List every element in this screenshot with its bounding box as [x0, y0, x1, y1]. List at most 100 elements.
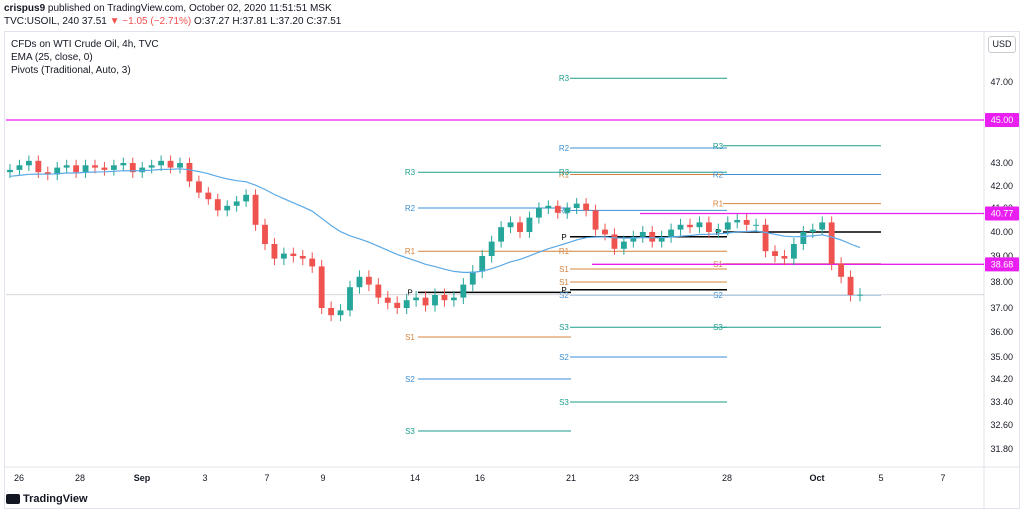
candle-body [734, 220, 741, 223]
candle-body [677, 224, 684, 230]
candle-body [92, 165, 98, 168]
candle-body [602, 229, 608, 235]
pivot-label: S3 [559, 398, 569, 407]
candle-body [356, 276, 363, 288]
ohlc-values: O:37.27 H:37.81 L:37.20 C:37.51 [194, 16, 342, 27]
y-tick-label: 31.80 [990, 444, 1013, 454]
candle-body [252, 194, 259, 225]
candle-body [73, 165, 80, 173]
legend-instrument: CFDs on WTI Crude Oil, 4h, TVC [11, 39, 159, 50]
candle-body [328, 308, 335, 316]
candle-body [186, 163, 193, 182]
chart-legend: CFDs on WTI Crude Oil, 4h, TVC EMA (25, … [11, 38, 159, 77]
pivot-label: R2 [713, 171, 724, 180]
candle-body [620, 241, 627, 249]
x-tick-label: 7 [940, 473, 945, 483]
candle-body [158, 160, 165, 166]
candle-body [715, 229, 722, 232]
x-tick-label: 21 [566, 473, 576, 483]
pivot-label: R2 [405, 204, 416, 213]
candle-body [545, 205, 552, 208]
tradingview-logo-icon [6, 494, 20, 504]
candle-body [290, 253, 297, 256]
level-price-label: 38.68 [991, 259, 1014, 269]
publish-info: crispus9 published on TradingView.com, O… [4, 2, 332, 15]
x-tick-label: 9 [320, 473, 325, 483]
y-tick-label: 42.00 [990, 181, 1013, 191]
candle-body [16, 165, 23, 170]
candle-body [838, 263, 845, 277]
candle-body [488, 241, 495, 256]
pivot-label: S3 [405, 427, 415, 436]
candle-body [7, 169, 13, 173]
level-price-label: 40.77 [991, 209, 1014, 219]
x-tick-label: 16 [475, 473, 485, 483]
candle-body [413, 297, 420, 301]
candle-body [384, 297, 391, 303]
y-tick-label: 47.00 [990, 77, 1013, 87]
candle-body [233, 201, 240, 206]
x-tick-label: 26 [14, 473, 24, 483]
candle-body [139, 167, 146, 173]
tradingview-logo-text: TradingView [23, 493, 88, 505]
currency-button[interactable]: USD [988, 36, 1016, 53]
candle-body [630, 236, 637, 242]
candle-body [337, 310, 344, 316]
candle-body [280, 253, 287, 259]
legend-pivots: Pivots (Traditional, Auto, 3) [11, 65, 131, 76]
legend-ema: EMA (25, close, 0) [11, 52, 93, 63]
y-tick-label: 33.40 [990, 397, 1013, 407]
y-tick-label: 35.00 [990, 352, 1013, 362]
pivot-label: S2 [713, 291, 723, 300]
candle-body [432, 295, 438, 306]
candle-body [847, 276, 854, 295]
candle-body [110, 165, 117, 170]
y-tick-label: 40.00 [990, 227, 1013, 237]
pivot-label: R1 [713, 200, 724, 209]
y-tick-label: 32.60 [990, 420, 1013, 430]
candle-body [148, 165, 155, 168]
candle-body [25, 160, 32, 166]
level-price-label: 45.00 [991, 115, 1014, 125]
level-price-tag [985, 257, 1019, 272]
published-text: published on TradingView.com, October 02… [47, 3, 332, 14]
pivot-label: S1 [559, 278, 569, 287]
candle-body [479, 256, 486, 272]
candle-body [564, 208, 571, 213]
candle-body [63, 165, 70, 168]
candle-body [554, 205, 561, 213]
candle-body [271, 244, 278, 259]
pivot-label: R3 [559, 74, 570, 83]
candle-body [195, 181, 202, 193]
pivot-label: R3 [559, 168, 570, 177]
candle-body [687, 224, 693, 228]
publisher-name: crispus9 [4, 3, 46, 14]
x-tick-label: 7 [264, 473, 269, 483]
candle-body [517, 222, 523, 232]
candle-body [167, 160, 174, 168]
pivot-label: R1 [405, 247, 416, 256]
candle-body [403, 300, 410, 308]
candle-body [583, 203, 590, 211]
candle-body [309, 258, 316, 267]
last-price: 37.51 [81, 16, 107, 27]
candle-body [639, 232, 646, 237]
tradingview-logo: TradingView [6, 493, 88, 505]
candle-body [214, 199, 221, 211]
candle-body [781, 256, 788, 259]
candle-body [743, 220, 750, 225]
x-tick-label: 28 [75, 473, 85, 483]
candle-body [753, 224, 760, 226]
candle-body [658, 236, 665, 242]
x-tick-label: Sep [134, 473, 151, 483]
x-tick-label: 28 [722, 473, 732, 483]
pivot-label: S2 [559, 353, 569, 362]
candle-body [611, 234, 618, 249]
candle-body [809, 229, 816, 232]
y-tick-label: 36.00 [990, 327, 1013, 337]
candle-body [120, 163, 127, 166]
level-price-tag [985, 206, 1019, 221]
candle-body [450, 297, 457, 301]
ema-line [9, 168, 861, 273]
